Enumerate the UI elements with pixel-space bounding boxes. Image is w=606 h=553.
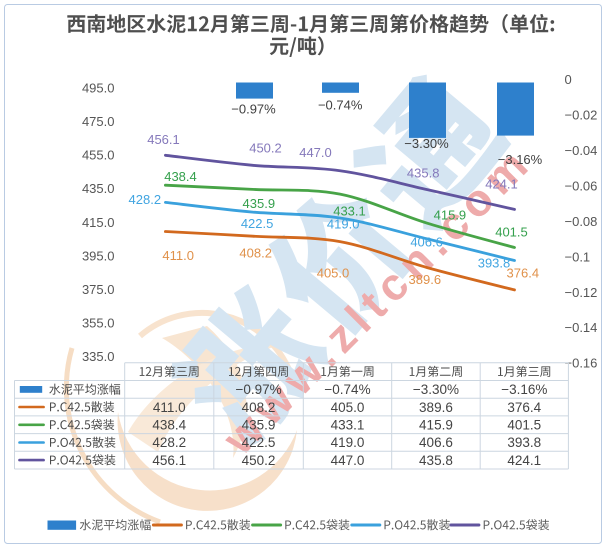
svg-text:435.9: 435.9 — [242, 418, 276, 433]
svg-text:456.1: 456.1 — [147, 132, 180, 147]
svg-text:−0.1: −0.1 — [565, 249, 591, 264]
svg-text:424.1: 424.1 — [507, 453, 541, 468]
svg-text:408.2: 408.2 — [239, 246, 272, 261]
svg-text:456.1: 456.1 — [152, 453, 186, 468]
svg-text:422.5: 422.5 — [242, 435, 276, 450]
svg-text:355.0: 355.0 — [82, 316, 115, 331]
svg-text:−0.16: −0.16 — [565, 356, 598, 371]
svg-text:475.0: 475.0 — [82, 114, 115, 129]
svg-text:435.8: 435.8 — [407, 165, 440, 180]
svg-text:401.5: 401.5 — [495, 224, 528, 239]
svg-text:419.0: 419.0 — [327, 216, 360, 231]
svg-text:335.0: 335.0 — [82, 349, 115, 364]
svg-text:−0.12: −0.12 — [565, 285, 598, 300]
svg-text:435.0: 435.0 — [82, 181, 115, 196]
svg-text:−0.97%: −0.97% — [235, 382, 281, 397]
svg-text:405.0: 405.0 — [317, 265, 350, 280]
svg-text:411.0: 411.0 — [162, 248, 194, 263]
svg-text:−3.16%: −3.16% — [501, 382, 547, 397]
svg-text:−0.74%: −0.74% — [318, 98, 363, 113]
svg-text:433.1: 433.1 — [333, 204, 366, 219]
svg-text:447.0: 447.0 — [331, 453, 365, 468]
svg-text:393.8: 393.8 — [478, 256, 511, 271]
svg-text:406.6: 406.6 — [419, 435, 453, 450]
svg-text:408.2: 408.2 — [242, 400, 276, 415]
svg-text:401.5: 401.5 — [507, 418, 541, 433]
svg-text:415.0: 415.0 — [82, 215, 115, 230]
svg-text:395.0: 395.0 — [82, 248, 115, 263]
svg-text:393.8: 393.8 — [507, 435, 541, 450]
svg-text:435.8: 435.8 — [419, 453, 453, 468]
svg-text:0: 0 — [565, 72, 572, 87]
svg-text:428.2: 428.2 — [129, 192, 162, 207]
svg-text:−0.14: −0.14 — [565, 320, 598, 335]
svg-text:450.2: 450.2 — [249, 140, 282, 155]
svg-text:428.2: 428.2 — [152, 435, 186, 450]
svg-text:−3.16%: −3.16% — [498, 152, 543, 167]
svg-text:450.2: 450.2 — [242, 453, 276, 468]
svg-text:−0.02: −0.02 — [565, 108, 598, 123]
svg-text:376.4: 376.4 — [507, 400, 541, 415]
svg-text:−3.30%: −3.30% — [413, 382, 459, 397]
svg-text:435.9: 435.9 — [243, 196, 276, 211]
svg-text:419.0: 419.0 — [331, 435, 365, 450]
svg-text:−0.74%: −0.74% — [324, 382, 370, 397]
svg-text:−3.30%: −3.30% — [404, 136, 449, 151]
svg-text:438.4: 438.4 — [164, 169, 197, 184]
svg-text:433.1: 433.1 — [331, 418, 365, 433]
svg-text:406.6: 406.6 — [410, 234, 443, 249]
svg-text:415.9: 415.9 — [434, 207, 467, 222]
svg-text:−0.97%: −0.97% — [231, 101, 276, 116]
svg-text:415.9: 415.9 — [419, 418, 453, 433]
svg-text:375.0: 375.0 — [82, 282, 115, 297]
svg-text:447.0: 447.0 — [299, 145, 332, 160]
svg-text:438.4: 438.4 — [152, 418, 186, 433]
svg-text:−0.04: −0.04 — [565, 143, 598, 158]
svg-text:422.5: 422.5 — [241, 216, 274, 231]
svg-text:405.0: 405.0 — [331, 400, 365, 415]
svg-text:−0.06: −0.06 — [565, 178, 598, 193]
svg-text:455.0: 455.0 — [82, 148, 115, 163]
svg-text:389.6: 389.6 — [419, 400, 453, 415]
svg-text:389.6: 389.6 — [409, 272, 442, 287]
svg-text:−0.08: −0.08 — [565, 214, 598, 229]
svg-text:376.4: 376.4 — [507, 265, 540, 280]
svg-text:424.1: 424.1 — [485, 176, 518, 191]
svg-text:495.0: 495.0 — [82, 80, 115, 95]
svg-text:411.0: 411.0 — [153, 400, 186, 415]
